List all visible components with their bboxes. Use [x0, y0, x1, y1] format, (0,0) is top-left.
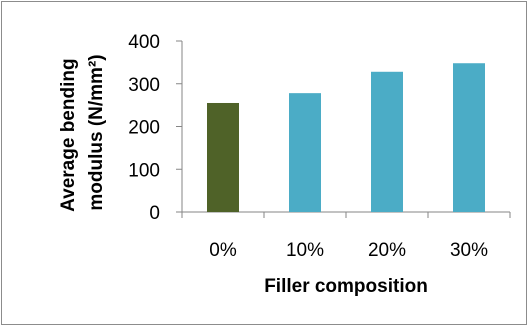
x-tick-label: 10%: [286, 240, 324, 261]
x-tick-label: 30%: [450, 240, 488, 261]
y-tick-label: 100: [128, 160, 160, 181]
bar-10pct: [289, 93, 321, 212]
y-tick-label: 0: [149, 203, 160, 224]
bars: [207, 63, 485, 213]
y-tick-label: 200: [128, 118, 160, 139]
y-axis: 0 100 200 300 400: [128, 32, 183, 224]
bar-0pct: [207, 102, 239, 212]
y-tick-label: 400: [128, 32, 160, 53]
y-axis-title-line-1: Average bending: [58, 58, 79, 211]
bar-30pct: [453, 63, 485, 213]
x-axis: 0% 10% 20% 30%: [181, 211, 511, 261]
y-axis-title-line-2: modulus (N/mm²): [86, 54, 107, 210]
y-axis-title: Average bending modulus (N/mm²): [58, 53, 107, 212]
x-tick-label: 0%: [209, 240, 237, 261]
y-tick-label: 300: [128, 75, 160, 96]
bar-20pct: [371, 71, 403, 212]
x-tick-label: 20%: [368, 240, 406, 261]
x-axis-title: Filler composition: [264, 276, 428, 297]
